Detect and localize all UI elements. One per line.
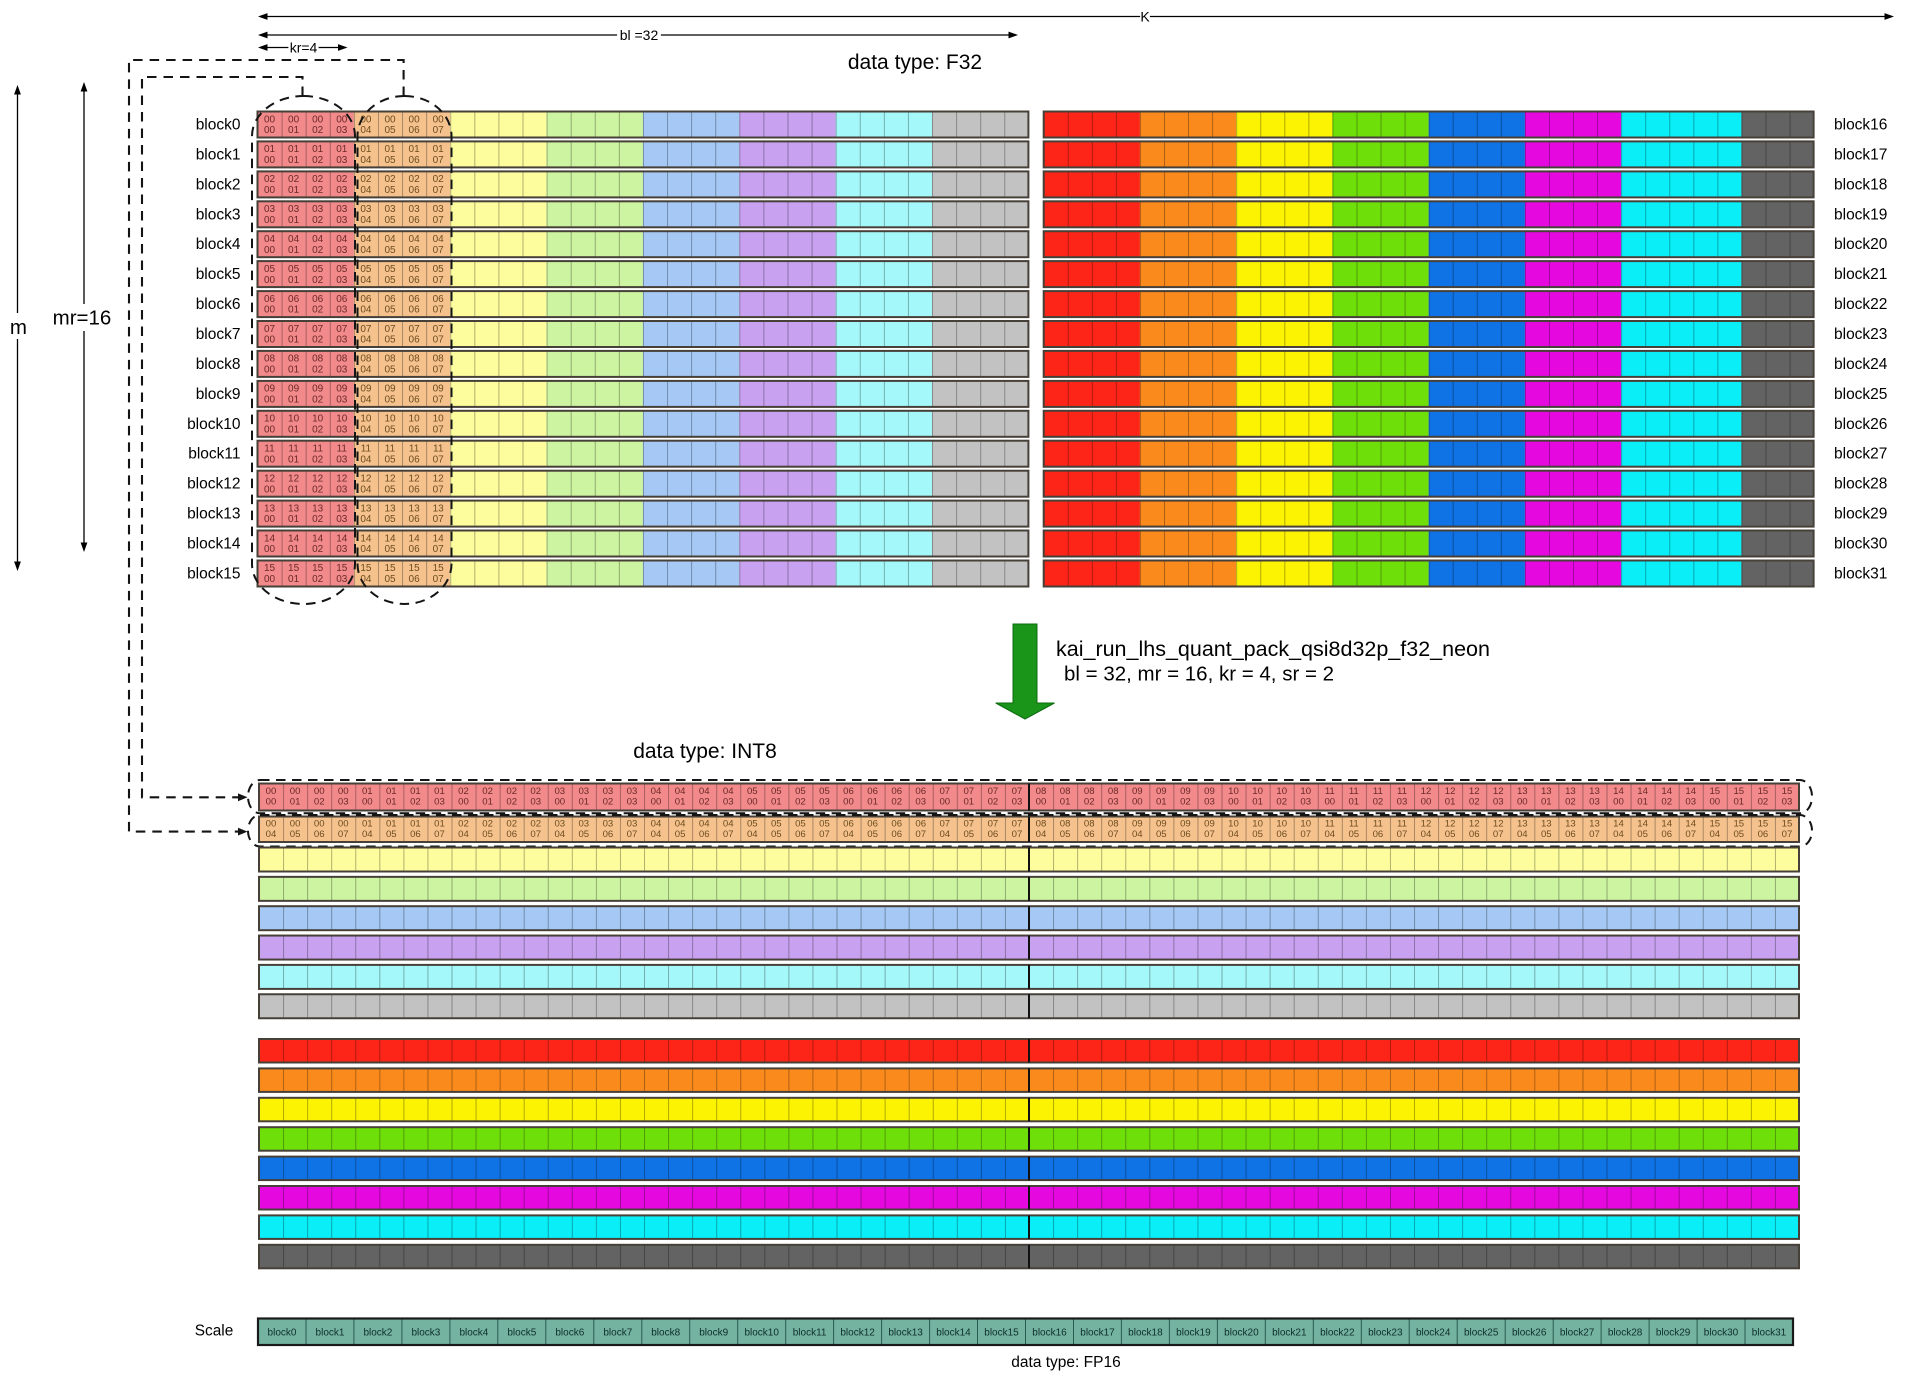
svg-text:block3: block3 [196, 206, 241, 223]
svg-text:block5: block5 [196, 266, 241, 283]
svg-text:block4: block4 [196, 236, 241, 253]
svg-text:block17: block17 [1834, 146, 1887, 163]
svg-text:Scale: Scale [195, 1322, 234, 1339]
svg-text:block7: block7 [196, 326, 241, 343]
svg-text:block8: block8 [196, 356, 241, 373]
svg-text:block14: block14 [187, 536, 241, 553]
svg-text:block1: block1 [196, 146, 241, 163]
svg-text:block29: block29 [1834, 506, 1887, 523]
svg-text:block11: block11 [188, 446, 240, 463]
svg-text:block28: block28 [1834, 476, 1887, 493]
svg-text:block30: block30 [1834, 536, 1888, 553]
svg-text:block19: block19 [1834, 206, 1887, 223]
svg-text:block21: block21 [1834, 266, 1887, 283]
svg-text:m: m [10, 316, 27, 339]
svg-text:kai_run_lhs_quant_pack_qsi8d32: kai_run_lhs_quant_pack_qsi8d32p_f32_neon [1056, 637, 1490, 661]
svg-text:block10: block10 [187, 416, 241, 433]
svg-text:block15: block15 [187, 566, 240, 583]
svg-text:block2: block2 [196, 176, 241, 193]
svg-text:block27: block27 [1834, 446, 1887, 463]
svg-text:data type: FP16: data type: FP16 [1011, 1354, 1120, 1371]
svg-text:bl = 32, mr = 16, kr = 4, sr =: bl = 32, mr = 16, kr = 4, sr = 2 [1064, 663, 1334, 686]
svg-text:kr=4: kr=4 [290, 40, 318, 56]
svg-text:data type: F32: data type: F32 [848, 51, 982, 74]
svg-text:block24: block24 [1834, 356, 1888, 373]
svg-text:block12: block12 [187, 476, 240, 493]
svg-text:K: K [1140, 9, 1150, 25]
svg-text:block0: block0 [196, 117, 241, 134]
svg-text:block13: block13 [187, 506, 240, 523]
svg-text:block31: block31 [1834, 566, 1887, 583]
svg-text:mr=16: mr=16 [53, 307, 112, 330]
svg-text:block25: block25 [1834, 386, 1887, 403]
svg-text:bl =32: bl =32 [620, 27, 659, 43]
svg-text:block6: block6 [196, 296, 241, 313]
svg-text:block26: block26 [1834, 416, 1887, 433]
svg-text:block9: block9 [196, 386, 241, 403]
svg-text:data type: INT8: data type: INT8 [633, 740, 777, 763]
svg-text:block18: block18 [1834, 176, 1887, 193]
svg-text:block20: block20 [1834, 236, 1888, 253]
svg-text:block23: block23 [1834, 326, 1887, 343]
svg-text:block16: block16 [1834, 117, 1887, 134]
svg-text:block22: block22 [1834, 296, 1887, 313]
